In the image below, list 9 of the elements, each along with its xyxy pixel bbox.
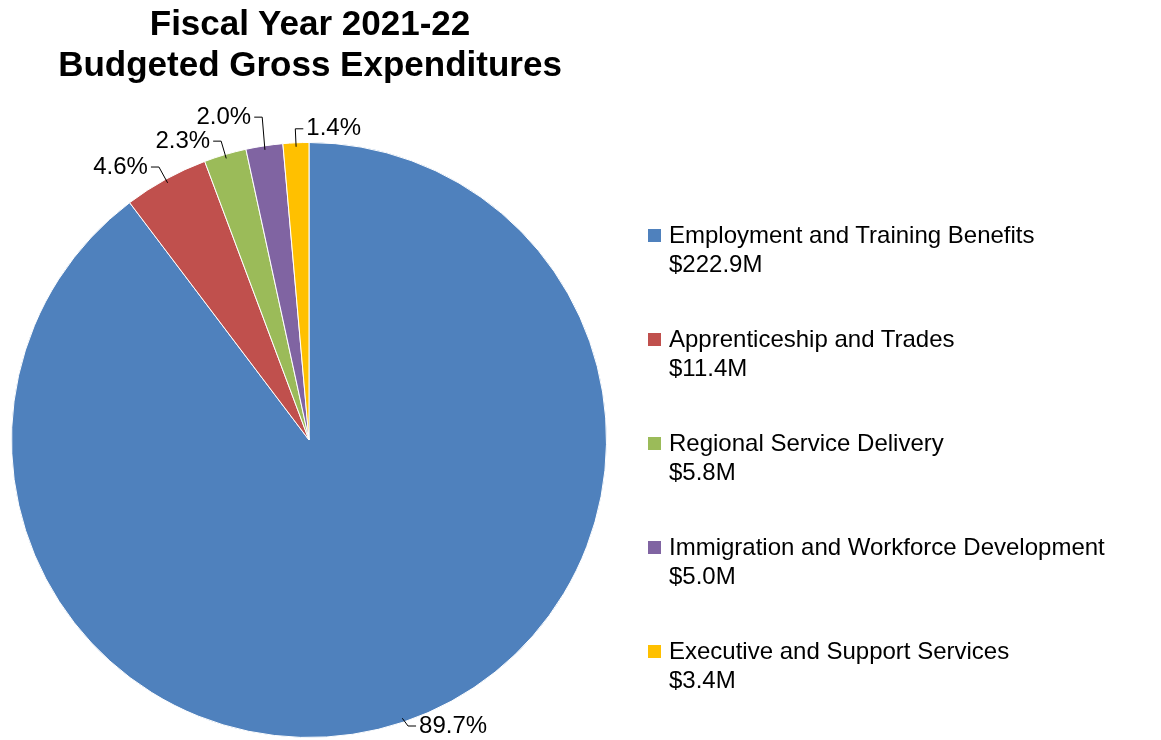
legend-label: Immigration and Workforce Development $5.0M bbox=[668, 532, 1105, 590]
data-label: 89.7% bbox=[419, 710, 488, 738]
legend-label: Employment and Training Benefits $222.9M bbox=[668, 220, 1036, 278]
chart-title: Fiscal Year 2021-22 Budgeted Gross Expenditures bbox=[57, 2, 563, 84]
data-label: 4.6% bbox=[93, 151, 148, 179]
data-label: 1.4% bbox=[306, 113, 362, 141]
legend-label: Apprenticeship and Trades $11.4M bbox=[668, 324, 956, 382]
legend-label: Executive and Support Services $3.4M bbox=[668, 636, 1011, 694]
legend-label: Regional Service Delivery $5.8M bbox=[668, 428, 945, 486]
